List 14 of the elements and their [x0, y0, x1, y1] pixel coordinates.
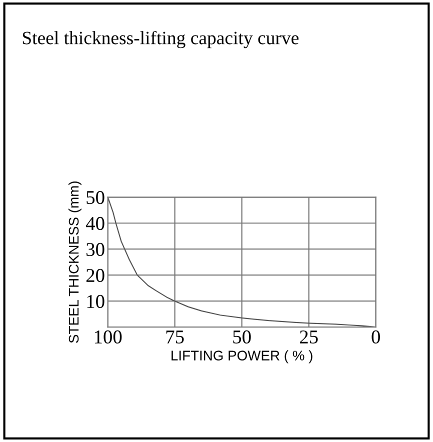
- y-tick-label: 10: [87, 294, 104, 308]
- x-axis-title: LIFTING POWER ( % ): [172, 350, 312, 364]
- x-tick-label: 0: [372, 330, 380, 344]
- y-axis-title: STEEL THICKNESS (mm): [68, 182, 82, 343]
- y-tick-label: 40: [86, 216, 104, 230]
- x-tick-label: 100: [94, 330, 122, 344]
- y-tick-label: 50: [86, 190, 104, 204]
- y-tick-label: 20: [86, 268, 104, 282]
- line-series: [108, 197, 376, 328]
- x-tick-label: 50: [233, 330, 251, 344]
- chart-title: Steel thickness-lifting capacity curve: [22, 30, 299, 48]
- y-tick-label: 30: [86, 242, 104, 256]
- x-tick-label: 25: [300, 330, 318, 344]
- x-tick-label: 75: [166, 330, 184, 344]
